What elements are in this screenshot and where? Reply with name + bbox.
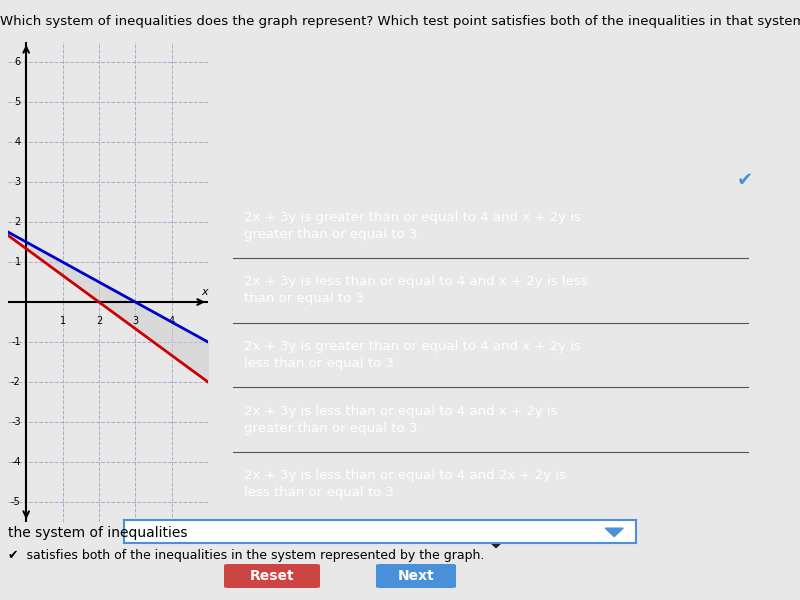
Text: 3: 3 xyxy=(14,177,21,187)
Text: Which system of inequalities does the graph represent? Which test point satisfie: Which system of inequalities does the gr… xyxy=(0,15,800,28)
Text: -3: -3 xyxy=(11,417,21,427)
Polygon shape xyxy=(606,528,623,536)
Text: -4: -4 xyxy=(11,457,21,467)
Text: Reset: Reset xyxy=(250,569,294,583)
Text: 6: 6 xyxy=(14,57,21,67)
FancyBboxPatch shape xyxy=(376,564,456,588)
Text: 2: 2 xyxy=(14,217,21,227)
Text: 1: 1 xyxy=(14,257,21,267)
Text: 2x + 3y is less than or equal to 4 and x + 2y is less
than or equal to 3: 2x + 3y is less than or equal to 4 and x… xyxy=(244,275,587,305)
Text: 1: 1 xyxy=(59,316,66,326)
Text: Next: Next xyxy=(398,569,434,583)
Text: ✔  satisfies both of the inequalities in the system represented by the graph.: ✔ satisfies both of the inequalities in … xyxy=(8,548,484,562)
Text: 3: 3 xyxy=(132,316,138,326)
Text: 2x + 3y is greater than or equal to 4 and x + 2y is
greater than or equal to 3: 2x + 3y is greater than or equal to 4 an… xyxy=(244,211,581,241)
FancyBboxPatch shape xyxy=(224,564,320,588)
Text: 2: 2 xyxy=(96,316,102,326)
Text: -5: -5 xyxy=(11,497,21,507)
Text: 4: 4 xyxy=(14,137,21,147)
Text: 2x + 3y is less than or equal to 4 and 2x + 2y is
less than or equal to 3: 2x + 3y is less than or equal to 4 and 2… xyxy=(244,469,566,499)
Text: 4: 4 xyxy=(169,316,174,326)
Text: ✔: ✔ xyxy=(738,171,754,190)
Text: 2x + 3y is greater than or equal to 4 and x + 2y is
less than or equal to 3: 2x + 3y is greater than or equal to 4 an… xyxy=(244,340,581,370)
Text: -2: -2 xyxy=(11,377,21,387)
Text: -1: -1 xyxy=(11,337,21,347)
Text: the system of inequalities: the system of inequalities xyxy=(8,526,187,540)
Text: 2x + 3y is less than or equal to 4 and x + 2y is
greater than or equal to 3: 2x + 3y is less than or equal to 4 and x… xyxy=(244,405,558,435)
Text: x: x xyxy=(201,287,208,297)
Polygon shape xyxy=(474,528,518,548)
Text: 5: 5 xyxy=(14,97,21,107)
